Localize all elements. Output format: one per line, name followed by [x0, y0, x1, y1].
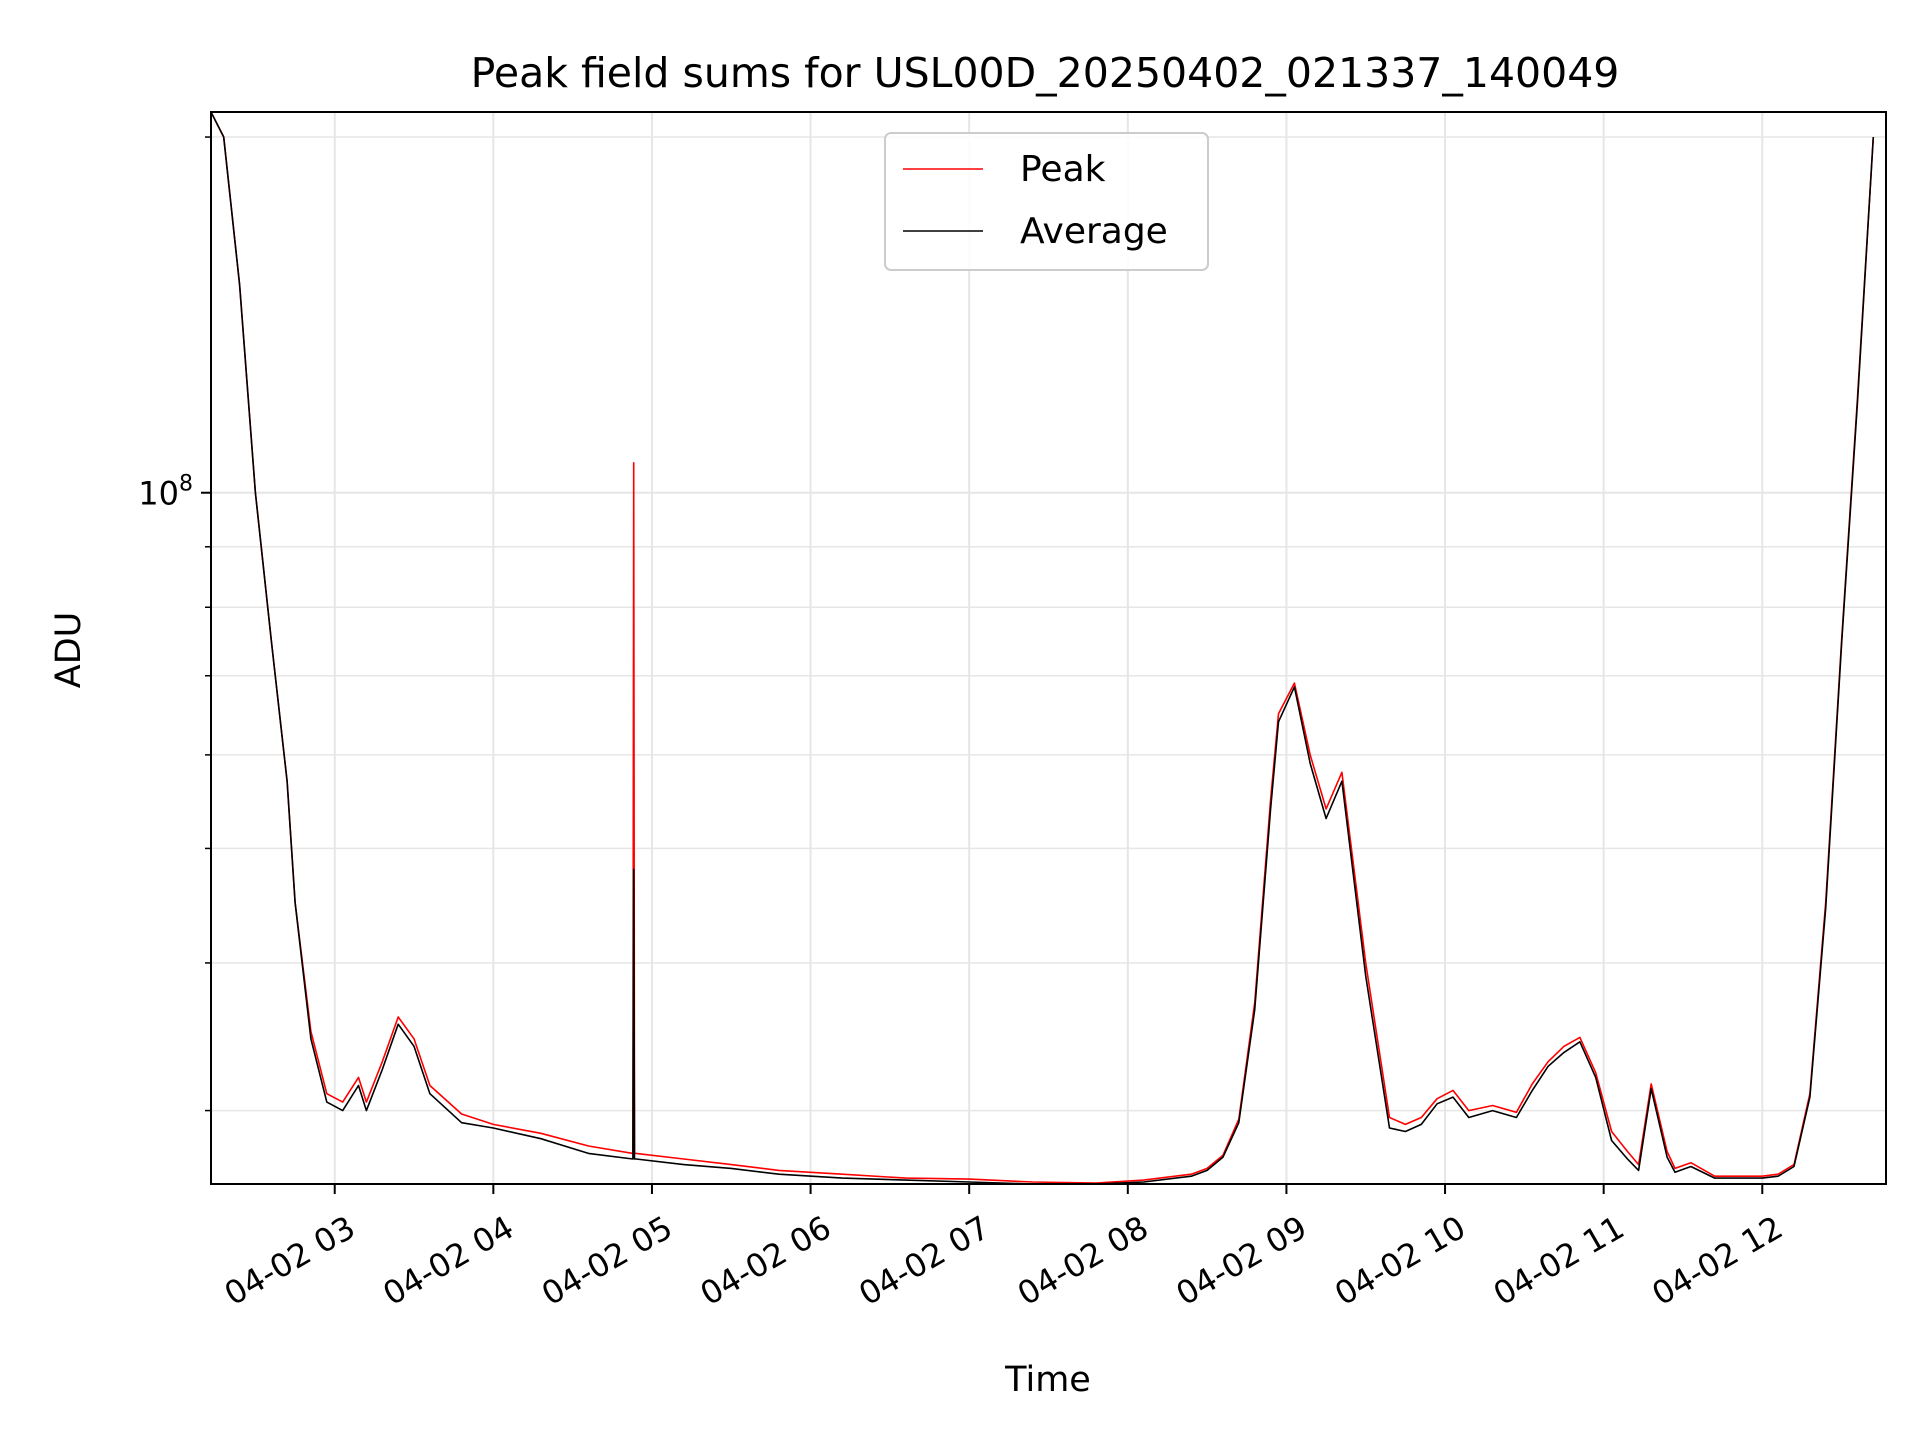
- legend-peak-label: Peak: [1020, 149, 1106, 190]
- legend-average-label: Average: [1020, 211, 1168, 252]
- grid: [211, 112, 1886, 1184]
- series-average-line: [211, 112, 1875, 1184]
- y-tick-label: 108: [138, 472, 193, 513]
- legend: Peak Average: [884, 132, 1209, 271]
- y-axis: 108: [138, 136, 211, 1112]
- plot-frame: [210, 111, 1887, 1185]
- legend-box: [884, 132, 1209, 271]
- chart-title: Peak field sums for USL00D_20250402_0213…: [471, 49, 1620, 97]
- series-layer: [211, 112, 1875, 1184]
- y-axis-label: ADU: [49, 612, 89, 689]
- x-axis-label: Time: [1004, 1360, 1091, 1400]
